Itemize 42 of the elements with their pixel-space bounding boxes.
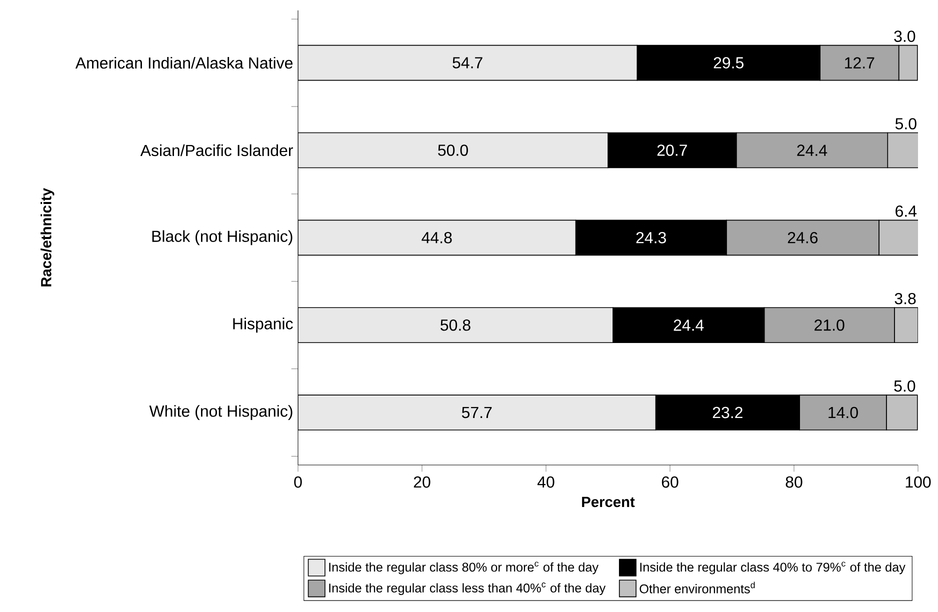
y-tick-label: White (not Hispanic) [149, 405, 292, 420]
data-label: 21.0 [814, 319, 844, 331]
y-tick-label: Hispanic [233, 318, 293, 333]
x-axis-title: Percent [582, 496, 635, 508]
x-tick-label: 40 [537, 476, 554, 488]
bar [298, 44, 638, 81]
legend-label: Inside the regular class less than 40%$^{c}$ of the day [329, 582, 606, 596]
y-tick-label: Asian/Pacific Islander [140, 144, 293, 156]
bar [298, 307, 614, 343]
x-tick-label: 20 [414, 476, 430, 488]
bar [298, 220, 576, 256]
data-label: 29.5 [714, 57, 744, 68]
data-label: 50.8 [440, 319, 470, 331]
data-label: 50.0 [438, 144, 468, 156]
legend-label: Inside the regular class 40% to 79%$^{c}$ of the day [640, 562, 906, 574]
data-label: 57.7 [462, 406, 492, 418]
x-tick-label: 80 [786, 476, 802, 488]
y-tick-label: Black (not Hispanic) [152, 230, 292, 246]
data-label: 5.0 [895, 118, 916, 130]
x-tick-label: 60 [662, 476, 678, 488]
y-axis-title: Race/ethnicity [40, 188, 54, 286]
data-label: 20.7 [657, 144, 687, 156]
legend-label: Inside the regular class 80% or more$^{c}$ of the day [329, 562, 599, 574]
data-label: 24.4 [797, 144, 828, 156]
data-label: 23.2 [712, 406, 742, 418]
data-label: 6.4 [896, 206, 917, 217]
y-tick-label: American Indian/Alaska Native [75, 56, 293, 69]
data-label: 3.0 [894, 30, 916, 42]
data-label: 24.4 [674, 320, 704, 331]
bar [298, 132, 608, 168]
data-label: 44.8 [422, 232, 452, 244]
data-label: 14.0 [828, 406, 858, 418]
data-label: 54.7 [452, 57, 482, 68]
data-label: 3.8 [894, 292, 916, 304]
data-label: 12.7 [845, 57, 874, 68]
data-label: 5.0 [894, 380, 916, 392]
data-label: 24.3 [636, 232, 666, 244]
x-tick-label: 100 [906, 476, 931, 488]
bar [298, 394, 656, 430]
legend-label: Other environments$^{d}$ [640, 582, 755, 594]
data-label: 24.6 [788, 232, 818, 244]
x-tick-label: 0 [294, 476, 302, 488]
